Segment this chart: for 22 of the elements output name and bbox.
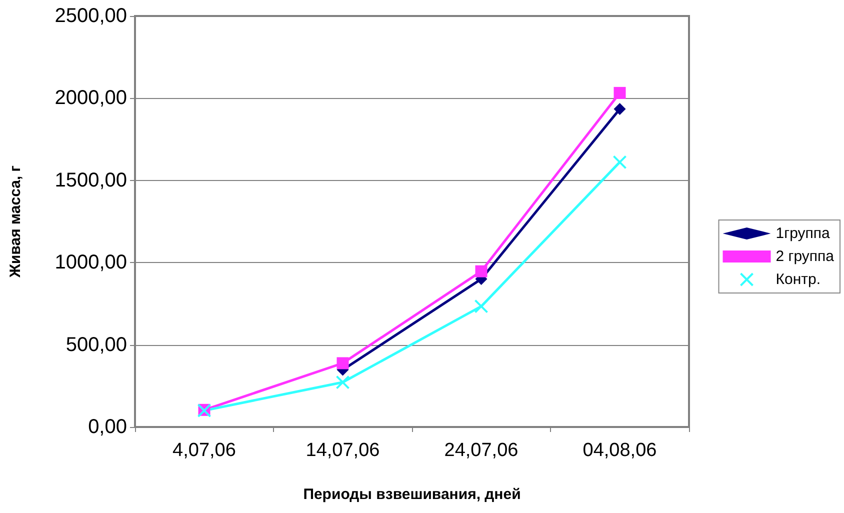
x-tick-label: 24,07,06 — [444, 440, 518, 461]
point — [612, 155, 627, 170]
point — [336, 375, 350, 390]
legend-label: Контр. — [776, 271, 821, 288]
y-tick-label: 500,00 — [66, 334, 127, 356]
point — [474, 299, 488, 314]
y-axis-title: Живая масса, г — [7, 165, 24, 279]
y-tick-label: 2000,00 — [54, 87, 127, 110]
y-tick-label: 0,00 — [88, 416, 127, 438]
point — [614, 103, 626, 116]
y-tick-label: 1000,00 — [54, 252, 127, 274]
y-tick-label: 1500,00 — [54, 169, 127, 192]
x-axis-title: Периоды взвешивания, дней — [303, 486, 521, 503]
x-tick-label: 14,07,06 — [306, 440, 380, 461]
point — [614, 86, 626, 99]
x-tick-label: 4,07,06 — [172, 440, 236, 461]
point — [475, 265, 488, 278]
point — [336, 357, 349, 370]
y-tick-label: 2500,00 — [54, 5, 127, 27]
legend-label: 2 группа — [776, 248, 835, 265]
legend-label: 1группа — [776, 225, 830, 242]
x-tick-label: 04,08,06 — [582, 440, 657, 461]
